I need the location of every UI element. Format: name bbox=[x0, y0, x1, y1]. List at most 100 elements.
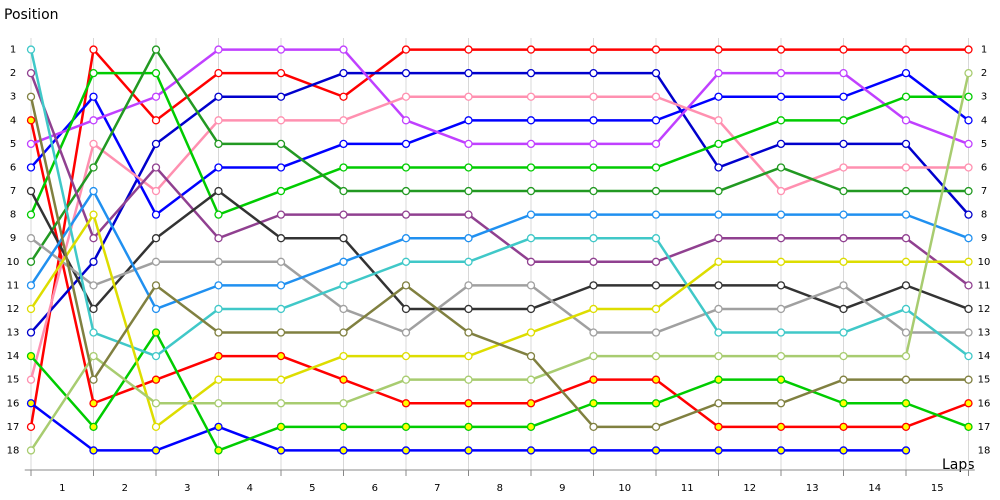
series-marker bbox=[401, 234, 411, 243]
series-marker bbox=[339, 234, 348, 243]
series-marker bbox=[839, 210, 848, 219]
series-marker bbox=[526, 92, 536, 101]
series-marker bbox=[714, 351, 723, 361]
series-marker bbox=[714, 92, 723, 101]
series-marker bbox=[776, 139, 786, 149]
series-marker bbox=[589, 328, 598, 337]
series-marker bbox=[964, 45, 973, 54]
series-marker bbox=[839, 328, 848, 337]
series-marker bbox=[964, 139, 973, 149]
series-marker bbox=[964, 281, 973, 290]
series-marker bbox=[276, 92, 286, 101]
series-marker bbox=[964, 92, 973, 101]
series-marker bbox=[589, 422, 598, 431]
series-marker bbox=[151, 257, 161, 266]
x-tick-label: 3 bbox=[184, 483, 190, 494]
series-marker bbox=[464, 69, 473, 78]
series-marker bbox=[89, 210, 98, 219]
y-tick-label-right: 11 bbox=[978, 280, 991, 291]
series-marker bbox=[526, 446, 536, 455]
series-marker bbox=[89, 257, 98, 266]
series-marker bbox=[151, 139, 161, 149]
series-marker bbox=[839, 69, 848, 78]
series-marker bbox=[151, 210, 161, 219]
series-marker bbox=[276, 257, 286, 266]
series-marker bbox=[714, 163, 723, 172]
y-tick-label-right: 15 bbox=[978, 375, 991, 386]
series-marker bbox=[464, 446, 473, 455]
series-marker bbox=[26, 116, 36, 125]
series-marker bbox=[651, 234, 661, 243]
series-marker bbox=[776, 328, 786, 337]
series-marker bbox=[401, 210, 411, 219]
series-marker bbox=[276, 328, 286, 337]
series-marker bbox=[339, 92, 348, 101]
series-marker bbox=[964, 210, 973, 219]
series-line bbox=[29, 120, 969, 429]
series-marker bbox=[526, 186, 536, 196]
y-tick-label: 14 bbox=[7, 351, 20, 362]
series-marker bbox=[651, 399, 661, 408]
series-marker bbox=[714, 234, 723, 243]
series-marker bbox=[401, 69, 411, 78]
series-marker bbox=[589, 375, 598, 384]
series-marker bbox=[214, 446, 223, 455]
series-marker bbox=[901, 163, 911, 172]
series-marker bbox=[151, 234, 161, 243]
y-tick-label-right: 6 bbox=[981, 162, 987, 173]
series-marker bbox=[26, 399, 36, 408]
series-marker bbox=[589, 186, 598, 196]
series-line bbox=[29, 72, 970, 287]
y-tick-label-right: 16 bbox=[978, 398, 991, 409]
series-marker bbox=[214, 304, 223, 314]
series-marker bbox=[776, 375, 786, 384]
series-marker bbox=[464, 422, 473, 431]
y-tick-label: 17 bbox=[7, 422, 20, 433]
series-marker bbox=[589, 163, 598, 172]
series-marker bbox=[651, 163, 661, 172]
series-marker bbox=[901, 45, 911, 54]
series-marker bbox=[339, 257, 348, 266]
y-tick-label: 7 bbox=[10, 186, 16, 197]
series-marker bbox=[89, 351, 98, 361]
series-marker bbox=[214, 399, 223, 408]
series-marker bbox=[339, 304, 348, 314]
y-tick-label-right: 8 bbox=[981, 210, 987, 221]
series-marker bbox=[464, 186, 473, 196]
series-marker bbox=[89, 234, 98, 243]
series-marker bbox=[776, 234, 786, 243]
series-marker bbox=[464, 234, 473, 243]
series-marker bbox=[339, 69, 348, 78]
series-marker bbox=[464, 375, 473, 384]
series-marker bbox=[776, 399, 786, 408]
series-marker bbox=[526, 234, 536, 243]
series-marker bbox=[776, 257, 786, 266]
series-marker bbox=[901, 139, 911, 149]
series-marker bbox=[26, 92, 36, 101]
series-marker bbox=[276, 116, 286, 125]
y-tick-label-right: 13 bbox=[978, 328, 991, 339]
series-marker bbox=[589, 281, 598, 290]
series-marker bbox=[401, 375, 411, 384]
series-marker bbox=[526, 139, 536, 149]
series-marker bbox=[901, 92, 911, 101]
series-marker bbox=[26, 281, 36, 290]
series-marker bbox=[651, 69, 661, 78]
series-marker bbox=[89, 69, 98, 78]
series-marker bbox=[151, 186, 161, 196]
series-marker bbox=[526, 328, 536, 337]
series-marker bbox=[26, 210, 36, 219]
series-marker bbox=[151, 446, 161, 455]
series-marker bbox=[964, 375, 973, 384]
series-marker bbox=[26, 328, 36, 337]
y-tick-label: 16 bbox=[7, 398, 20, 409]
series-marker bbox=[589, 304, 598, 314]
series-marker bbox=[901, 116, 911, 125]
series-marker bbox=[589, 139, 598, 149]
series-marker bbox=[214, 210, 223, 219]
series-marker bbox=[401, 92, 411, 101]
series-marker bbox=[214, 375, 223, 384]
series-marker bbox=[714, 422, 723, 431]
series-marker bbox=[89, 92, 98, 101]
series-marker bbox=[714, 375, 723, 384]
